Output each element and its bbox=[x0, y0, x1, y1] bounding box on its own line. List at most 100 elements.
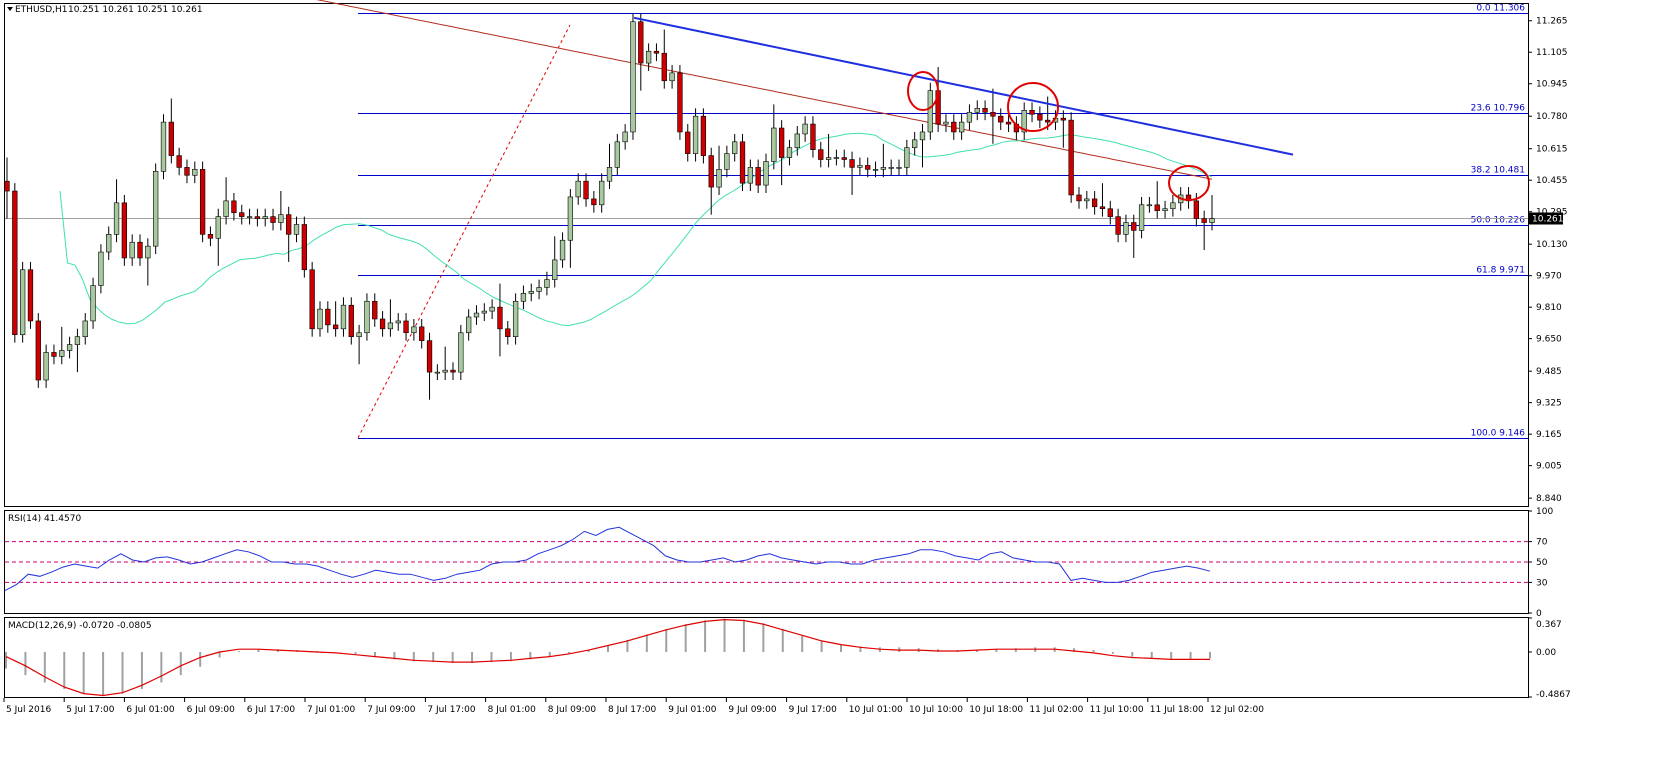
price-tick-label: 10.455 bbox=[1536, 176, 1568, 186]
bull-candle-body bbox=[356, 332, 362, 337]
bear-candle-body bbox=[184, 167, 190, 176]
bear-candle-body bbox=[1068, 119, 1074, 196]
time-tick-label: 9 Jul 01:00 bbox=[668, 705, 717, 715]
highlight-circle bbox=[1007, 82, 1059, 132]
candle bbox=[786, 139, 793, 166]
candle bbox=[309, 261, 315, 337]
rsi-line bbox=[4, 526, 1211, 592]
price-tick-label: 10.615 bbox=[1536, 145, 1568, 155]
bear-candle-body bbox=[755, 167, 761, 186]
ma-slow-line bbox=[316, 0, 1213, 180]
candle bbox=[74, 328, 81, 373]
bear-candle-body bbox=[865, 165, 871, 170]
candle bbox=[614, 133, 620, 176]
bear-candle-body bbox=[778, 127, 785, 158]
candle bbox=[12, 183, 18, 343]
bear-candle-body bbox=[1005, 121, 1012, 125]
bull-candle-body bbox=[559, 239, 566, 261]
bull-candle-body bbox=[927, 90, 933, 133]
candle bbox=[927, 82, 933, 140]
bull-candle-body bbox=[66, 344, 73, 351]
bull-candle-body bbox=[904, 147, 910, 168]
candle bbox=[904, 139, 910, 176]
time-axis: 5 Jul 2016 5 Jul 17:00 6 Jul 01:00 6 Jul 09… bbox=[3, 698, 1264, 715]
candle bbox=[137, 234, 143, 266]
bull-candle-body bbox=[434, 371, 441, 374]
candle bbox=[434, 364, 441, 381]
time-tick-label: 12 Jul 02:00 bbox=[1210, 705, 1264, 715]
candle bbox=[184, 159, 190, 184]
bull-candle-body bbox=[473, 312, 480, 318]
candle bbox=[325, 301, 331, 333]
candle bbox=[998, 108, 1004, 130]
fib-label: 38.2 10.481 bbox=[1471, 166, 1525, 176]
time-tick-label: 9 Jul 17:00 bbox=[789, 705, 838, 715]
bear-candle-body bbox=[137, 241, 143, 259]
annotations bbox=[633, 16, 1294, 201]
bull-candle-body bbox=[20, 269, 26, 336]
bear-candle-body bbox=[841, 157, 847, 160]
fib-retracement-diagonal bbox=[357, 24, 571, 439]
candle bbox=[528, 283, 534, 302]
candle bbox=[466, 309, 472, 341]
bull-candle-body bbox=[145, 245, 151, 259]
candle bbox=[763, 153, 769, 193]
ohlc-values: 10.251 10.261 10.251 10.261 bbox=[68, 5, 203, 15]
candle bbox=[450, 362, 456, 381]
bear-candle-body bbox=[591, 198, 597, 206]
candle bbox=[223, 177, 229, 225]
candle bbox=[458, 324, 464, 381]
fib-label: 50.0 10.226 bbox=[1471, 216, 1526, 226]
price-tick-label: 11.265 bbox=[1536, 17, 1568, 27]
candle bbox=[254, 208, 261, 227]
candle bbox=[481, 303, 487, 321]
price-panel[interactable] bbox=[4, 3, 1529, 507]
dropdown-triangle-icon[interactable] bbox=[7, 7, 13, 11]
bull-candle-body bbox=[1021, 110, 1027, 133]
bull-candle-body bbox=[1123, 222, 1129, 235]
rsi-tick-label: 70 bbox=[1536, 538, 1548, 548]
rsi-indicator: 100 70 50 30 0 bbox=[4, 507, 1553, 619]
bull-candle-body bbox=[512, 300, 519, 337]
bull-candle-body bbox=[716, 169, 722, 188]
candle bbox=[1076, 187, 1082, 209]
time-tick-label: 10 Jul 01:00 bbox=[849, 705, 903, 715]
bear-candle-body bbox=[176, 155, 182, 168]
macd-tick-label: 0.367 bbox=[1536, 620, 1562, 630]
bear-candle-body bbox=[51, 352, 57, 357]
time-tick-label: 11 Jul 18:00 bbox=[1150, 705, 1204, 715]
price-tick-label: 8.840 bbox=[1536, 494, 1562, 504]
rsi-tick-label: 30 bbox=[1536, 578, 1548, 588]
candle bbox=[724, 145, 730, 178]
bull-candle-body bbox=[724, 153, 730, 170]
bear-candle-body bbox=[419, 326, 425, 341]
fib-label: 61.8 9.971 bbox=[1476, 266, 1525, 276]
bear-candle-body bbox=[35, 320, 41, 381]
bull-candle-body bbox=[771, 127, 777, 162]
rsi-panel[interactable] bbox=[4, 510, 1529, 614]
bull-candle-body bbox=[98, 251, 104, 286]
candle bbox=[638, 13, 644, 91]
candle bbox=[332, 301, 339, 337]
bull-candle-body bbox=[340, 304, 347, 330]
bull-candle-body bbox=[395, 320, 401, 324]
time-tick-label: 6 Jul 17:00 bbox=[247, 705, 296, 715]
bear-candle-body bbox=[497, 306, 503, 330]
bull-candle-body bbox=[90, 285, 96, 322]
fib-label: 23.6 10.796 bbox=[1471, 104, 1526, 114]
time-tick-label: 8 Jul 17:00 bbox=[608, 705, 657, 715]
candle bbox=[121, 194, 128, 266]
candle bbox=[841, 149, 847, 168]
bull-candle-body bbox=[262, 216, 268, 219]
bull-candle-body bbox=[669, 72, 675, 82]
bull-candle-body bbox=[293, 224, 300, 235]
candle bbox=[771, 104, 777, 170]
bear-candle-body bbox=[254, 216, 261, 219]
candle bbox=[583, 173, 589, 207]
bull-candle-body bbox=[113, 202, 120, 235]
time-tick-label: 5 Jul 2016 bbox=[6, 705, 51, 715]
macd-panel[interactable] bbox=[4, 617, 1529, 698]
candle bbox=[536, 279, 542, 300]
candle bbox=[505, 320, 511, 345]
